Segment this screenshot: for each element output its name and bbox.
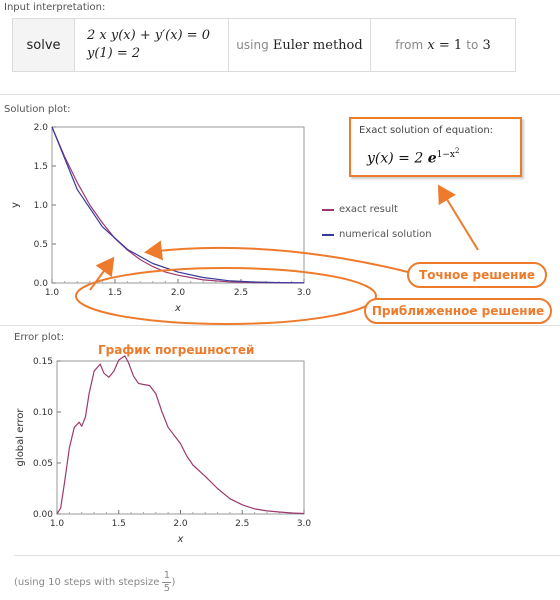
formula-lhs: y(x) = 2 — [367, 150, 428, 167]
error-x-tick-label: 3.0 — [297, 519, 312, 529]
fraction-denominator: 5 — [163, 583, 171, 594]
divider — [0, 94, 560, 95]
solution-y-tick-label: 1.5 — [34, 162, 48, 172]
formula-exponent: 1−x — [436, 150, 455, 160]
error-plot: 1.0 1.5 2.0 2.5 3.0 0.00 0.05 0.10 0.15 x global e… — [15, 355, 312, 545]
error-series-line-0 — [56, 355, 305, 515]
solution-y-axis-label: y — [10, 202, 21, 208]
solution-x-tick-label: 2.5 — [234, 288, 248, 298]
exact-solution-formula: y(x) = 2 e1−x2 — [367, 147, 459, 167]
error-y-axis-label: global error — [15, 408, 26, 467]
to-word: to — [466, 38, 479, 52]
error-x-tick-label: 1.0 — [50, 519, 65, 529]
method-cell: using Euler method — [229, 19, 371, 71]
solution-x-tick-label: 3.0 — [297, 288, 312, 298]
legend-exact: exact result — [322, 204, 398, 215]
solution-x-tick-label: 1.0 — [45, 288, 60, 298]
using-word: using — [236, 38, 269, 52]
equation-cell: 2 x y(x) + y′(x) = 0 y(1) = 2 — [75, 19, 229, 71]
error-y-tick-label: 0.10 — [33, 408, 53, 418]
method-name: Euler method — [272, 37, 363, 53]
solution-y-tick-label: 2.0 — [34, 123, 49, 133]
input-interpretation-table: solve 2 x y(x) + y′(x) = 0 y(1) = 2 usin… — [12, 18, 516, 72]
footnote-close: ) — [171, 577, 176, 588]
legend-numerical-swatch — [322, 233, 334, 236]
formula-square: 2 — [454, 147, 460, 155]
solution-y-tick-label: 1.0 — [34, 201, 49, 211]
stepsize-footnote: (using 10 steps with stepsize 1 5 ) — [14, 570, 175, 595]
footnote-text: (using 10 steps with stepsize — [14, 577, 160, 588]
error-y-tick-label: 0.05 — [33, 459, 53, 469]
solution-x-tick-label: 1.5 — [108, 288, 122, 298]
legend-exact-label: exact result — [339, 204, 398, 215]
error-plot-title: График погрешностей — [98, 343, 255, 357]
exact-solution-box: Exact solution of equation: y(x) = 2 e1−… — [349, 117, 522, 177]
solution-x-axis-label: x — [174, 303, 181, 314]
error-x-tick-label: 1.5 — [112, 519, 126, 529]
legend-exact-swatch — [322, 208, 334, 211]
fraction-numerator: 1 — [163, 570, 171, 581]
error-x-axis-label: x — [177, 534, 184, 545]
formula-e: e — [427, 150, 437, 167]
solution-plot-label: Solution plot: — [4, 104, 71, 115]
input-interpretation-label: Input interpretation: — [4, 2, 106, 13]
divider — [14, 555, 560, 556]
stepsize-fraction: 1 5 — [162, 570, 172, 595]
error-y-tick-label: 0.00 — [33, 510, 53, 520]
range-start: = 1 — [438, 37, 463, 53]
error-y-tick-label: 0.15 — [33, 357, 53, 367]
error-x-tick-label: 2.5 — [235, 519, 249, 529]
solution-series-line-0 — [51, 126, 305, 284]
error-x-tick-label: 2.0 — [173, 519, 188, 529]
solution-y-tick-label: 0.5 — [34, 240, 48, 250]
solution-x-tick-label: 2.0 — [171, 288, 186, 298]
error-frame — [56, 360, 305, 515]
fraction-bar — [162, 582, 172, 583]
range-cell: from x = 1 to 3 — [371, 19, 515, 71]
legend-numerical: numerical solution — [322, 229, 432, 240]
error-plot-label: Error plot: — [14, 332, 65, 343]
divider — [0, 325, 560, 326]
differential-equation: 2 x y(x) + y′(x) = 0 — [87, 28, 211, 43]
from-word: from — [395, 38, 424, 52]
range-end: 3 — [482, 37, 491, 53]
solution-y-tick-label: 0.0 — [34, 279, 49, 289]
range-variable: x — [427, 37, 435, 53]
legend-numerical-label: numerical solution — [339, 229, 432, 240]
initial-condition: y(1) = 2 — [87, 46, 141, 61]
callout-exact-solution: Точное решение — [407, 262, 547, 288]
exact-solution-title: Exact solution of equation: — [359, 125, 494, 136]
callout-numerical-solution: Приближенное решение — [364, 298, 552, 324]
solve-cell: solve — [13, 19, 75, 71]
